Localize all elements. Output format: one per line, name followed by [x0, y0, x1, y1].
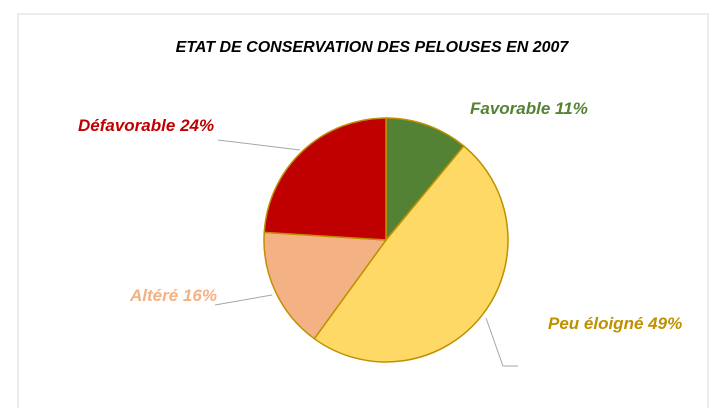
label-value: 11%: [555, 99, 588, 118]
label-value: 16%: [183, 286, 217, 305]
pie-slice: [313, 144, 509, 363]
pie-slice: [263, 231, 388, 340]
data-label: Favorable 11%: [470, 99, 588, 118]
leader-line: [217, 139, 301, 151]
label-value: 24%: [179, 116, 214, 135]
pie-slice: [385, 117, 465, 243]
pie-slice: [263, 117, 387, 241]
label-name: Défavorable: [78, 116, 175, 135]
chart-title: ETAT DE CONSERVATION DES PELOUSES EN 200…: [176, 39, 570, 56]
label-value: 49%: [647, 314, 682, 333]
label-name: Peu éloigné: [548, 314, 643, 333]
label-name: Favorable: [470, 99, 550, 118]
data-label: Altéré 16%: [129, 286, 217, 305]
leader-line: [485, 317, 518, 367]
label-name: Altéré: [129, 286, 178, 305]
data-label: Peu éloigné 49%: [548, 314, 682, 333]
leader-line: [214, 294, 273, 306]
data-label: Défavorable 24%: [78, 116, 214, 135]
